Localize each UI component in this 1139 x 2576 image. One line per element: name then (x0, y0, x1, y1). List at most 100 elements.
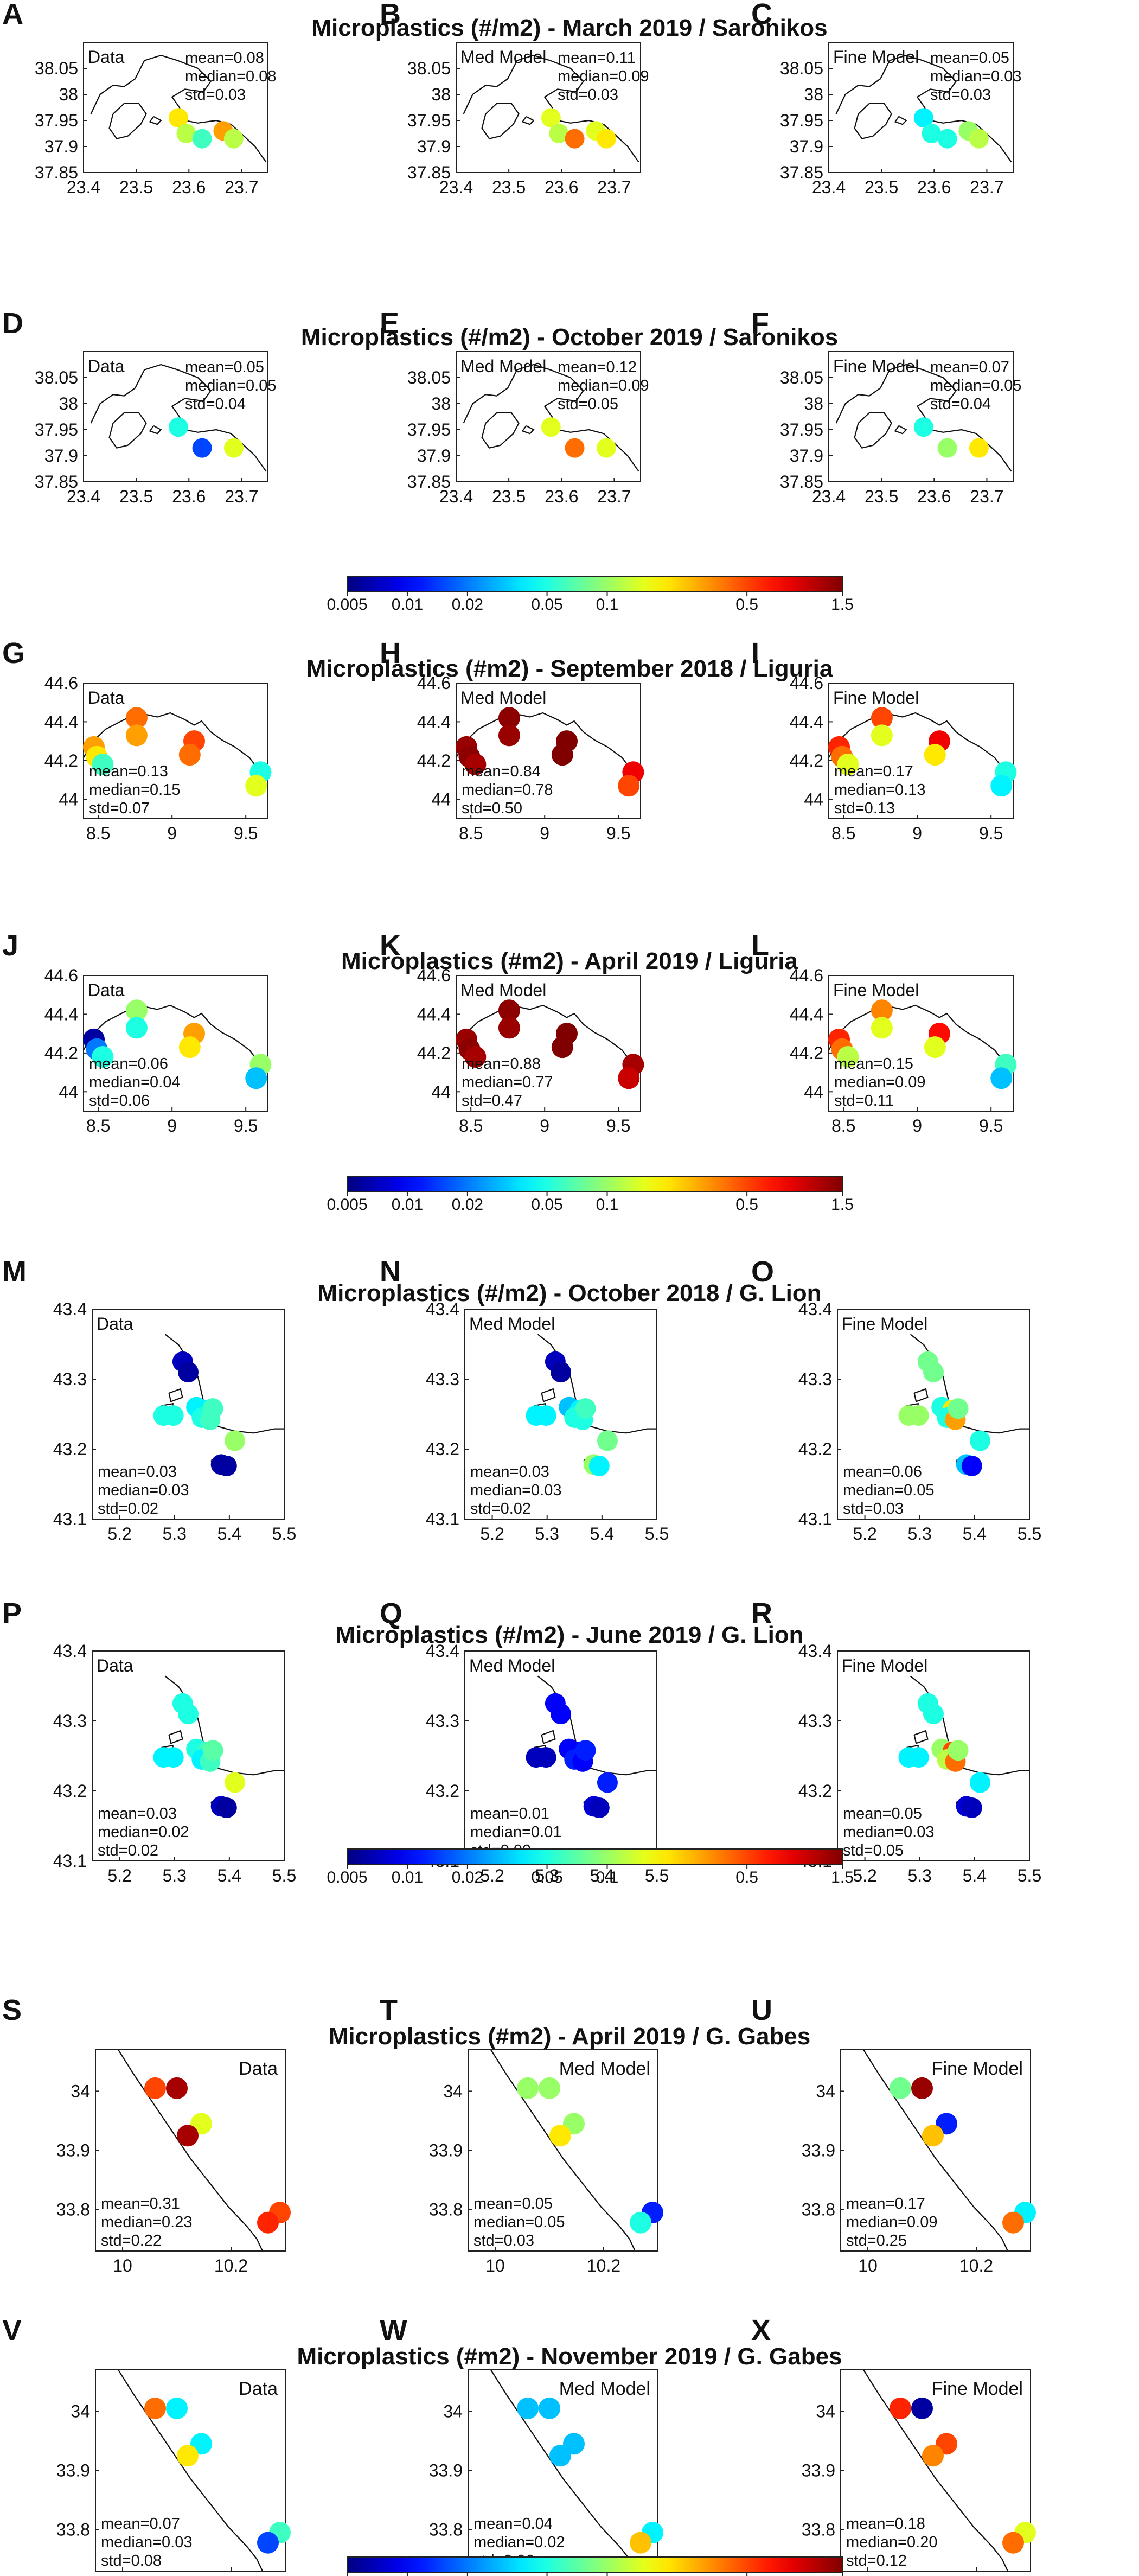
data-point (565, 438, 585, 458)
x-tick-label: 5.2 (480, 1524, 504, 1544)
y-tick-label: 38 (59, 85, 78, 104)
y-tick-label: 33.8 (429, 2200, 463, 2220)
stat-median: median=0.09 (558, 377, 649, 394)
colorbar-tick-label: 0.01 (392, 596, 423, 614)
row-title: Microplastics (#/m2) - October 2018 / G.… (317, 1280, 821, 1306)
coastline (118, 2049, 263, 2252)
x-tick-label: 5.4 (217, 1524, 241, 1544)
coastline (521, 116, 535, 125)
stat-std: std=0.03 (558, 86, 618, 104)
y-tick-label: 33.8 (802, 2200, 835, 2220)
y-tick-label: 37.9 (44, 137, 78, 156)
panel-letter: P (2, 1597, 22, 1630)
data-point (539, 2077, 560, 2099)
y-tick-label: 44.6 (417, 966, 451, 985)
y-tick-label: 33.9 (802, 2461, 835, 2481)
panel-letter: F (751, 307, 769, 340)
coastline (828, 712, 1014, 779)
y-tick-label: 44.2 (417, 751, 451, 770)
x-tick-label: 9 (167, 1116, 177, 1136)
x-tick-label: 23.6 (917, 487, 951, 506)
stat-median: median=0.09 (846, 2214, 938, 2231)
series-label: Data (88, 980, 125, 1000)
panel-letter: M (2, 1255, 27, 1288)
figure-row: Microplastics (#m2) - November 2019 / G.… (2, 2314, 1036, 2572)
data-point (517, 2397, 539, 2419)
stat-std: std=0.02 (470, 1500, 531, 1517)
x-tick-label: 5.2 (480, 1866, 504, 1885)
figure-row: Microplastics (#m2) - April 2019 / G. Ga… (2, 1994, 1036, 2275)
y-tick-label: 33.8 (429, 2520, 463, 2540)
coastline (481, 103, 520, 139)
data-point (924, 1036, 946, 1059)
x-tick-label: 5.5 (645, 1866, 669, 1885)
y-tick-label: 43.3 (798, 1711, 832, 1731)
x-tick-label: 9.5 (234, 1116, 258, 1136)
plot-frame (456, 683, 641, 819)
y-tick-label: 43.3 (426, 1711, 459, 1731)
stat-median: median=0.05 (185, 377, 277, 394)
y-tick-label: 43.3 (53, 1369, 87, 1389)
x-tick-label: 9.5 (234, 824, 258, 843)
figure-row: Microplastics (#/m2) - March 2019 / Saro… (2, 0, 1022, 197)
stat-median: median=0.77 (462, 1074, 553, 1091)
panel-f: F 23.4 23.5 23.6 23.7 37.85 37.9 37.95 38 38.05 Fi… (751, 307, 1022, 506)
panel-letter: Q (380, 1597, 402, 1630)
colorbar-tick-label: 0.05 (531, 596, 562, 614)
panel-letter: T (380, 1994, 398, 2026)
series-label: Med Model (469, 1314, 555, 1334)
figure-row: Microplastics (#/m2) - October 2019 / Sa… (2, 307, 1022, 506)
x-tick-label: 5.5 (645, 1524, 669, 1544)
stat-median: median=0.03 (930, 68, 1022, 85)
y-tick-label: 37.85 (35, 163, 78, 182)
stat-median: median=0.09 (834, 1074, 926, 1091)
colorbar-tick-label: 0.05 (531, 1869, 562, 1886)
y-tick-label: 44 (59, 1082, 78, 1101)
data-point (922, 124, 942, 143)
data-point (549, 124, 569, 143)
data-point (969, 1772, 990, 1793)
y-tick-label: 43.4 (798, 1641, 832, 1661)
y-tick-label: 38.05 (780, 368, 823, 387)
stat-std: std=0.11 (834, 1092, 894, 1110)
y-tick-label: 34 (443, 2401, 463, 2421)
x-tick-label: 5.5 (1018, 1866, 1041, 1885)
row-title: Microplastics (#m2) - April 2019 / G. Ga… (329, 2023, 810, 2050)
stat-std: std=0.12 (846, 2552, 907, 2569)
x-tick-label: 23.5 (119, 487, 153, 506)
x-tick-label: 5.3 (162, 1866, 186, 1885)
plot-frame (456, 42, 641, 173)
x-tick-label: 10 (858, 2256, 878, 2275)
data-point (618, 1067, 640, 1089)
x-tick-label: 9 (540, 824, 549, 843)
x-tick-label: 8.5 (86, 1116, 110, 1136)
stat-mean: mean=0.06 (89, 1055, 168, 1073)
data-point (596, 129, 616, 149)
data-point (575, 1398, 596, 1419)
data-point (177, 2125, 199, 2147)
stat-mean: mean=0.05 (185, 359, 264, 376)
data-point (908, 1405, 929, 1426)
y-tick-label: 37.9 (790, 446, 823, 466)
stat-std: std=0.22 (101, 2232, 162, 2249)
x-tick-label: 9 (540, 1116, 549, 1136)
plot-frame (83, 683, 268, 819)
y-tick-label: 43.2 (53, 1781, 87, 1801)
coastline (168, 1388, 183, 1402)
series-label: Data (239, 2379, 278, 2399)
y-tick-label: 43.3 (53, 1711, 87, 1731)
colorbar-tick-label: 0.1 (596, 1196, 619, 1214)
colorbar-tick-label: 0.1 (596, 1869, 619, 1886)
y-tick-label: 44.6 (417, 673, 451, 693)
plot-frame (92, 1650, 285, 1861)
y-tick-label: 44.4 (790, 712, 823, 731)
data-point (549, 2445, 571, 2467)
data-point (630, 2532, 651, 2554)
panel-letter: W (380, 2314, 407, 2347)
data-point (464, 754, 487, 775)
data-point (178, 744, 201, 766)
colorbar-tick-label: 1.5 (831, 1869, 854, 1886)
y-tick-label: 43.2 (426, 1439, 459, 1459)
panel-s: S 10 10.2 33.8 33.9 34 Data mean=0.31 median=0.2… (2, 1994, 291, 2275)
colorbar-tick-label: 0.5 (735, 1196, 758, 1214)
